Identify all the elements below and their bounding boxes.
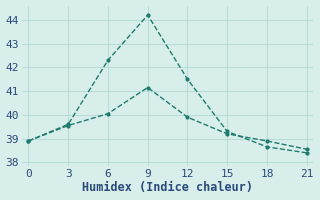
X-axis label: Humidex (Indice chaleur): Humidex (Indice chaleur) xyxy=(82,181,253,194)
